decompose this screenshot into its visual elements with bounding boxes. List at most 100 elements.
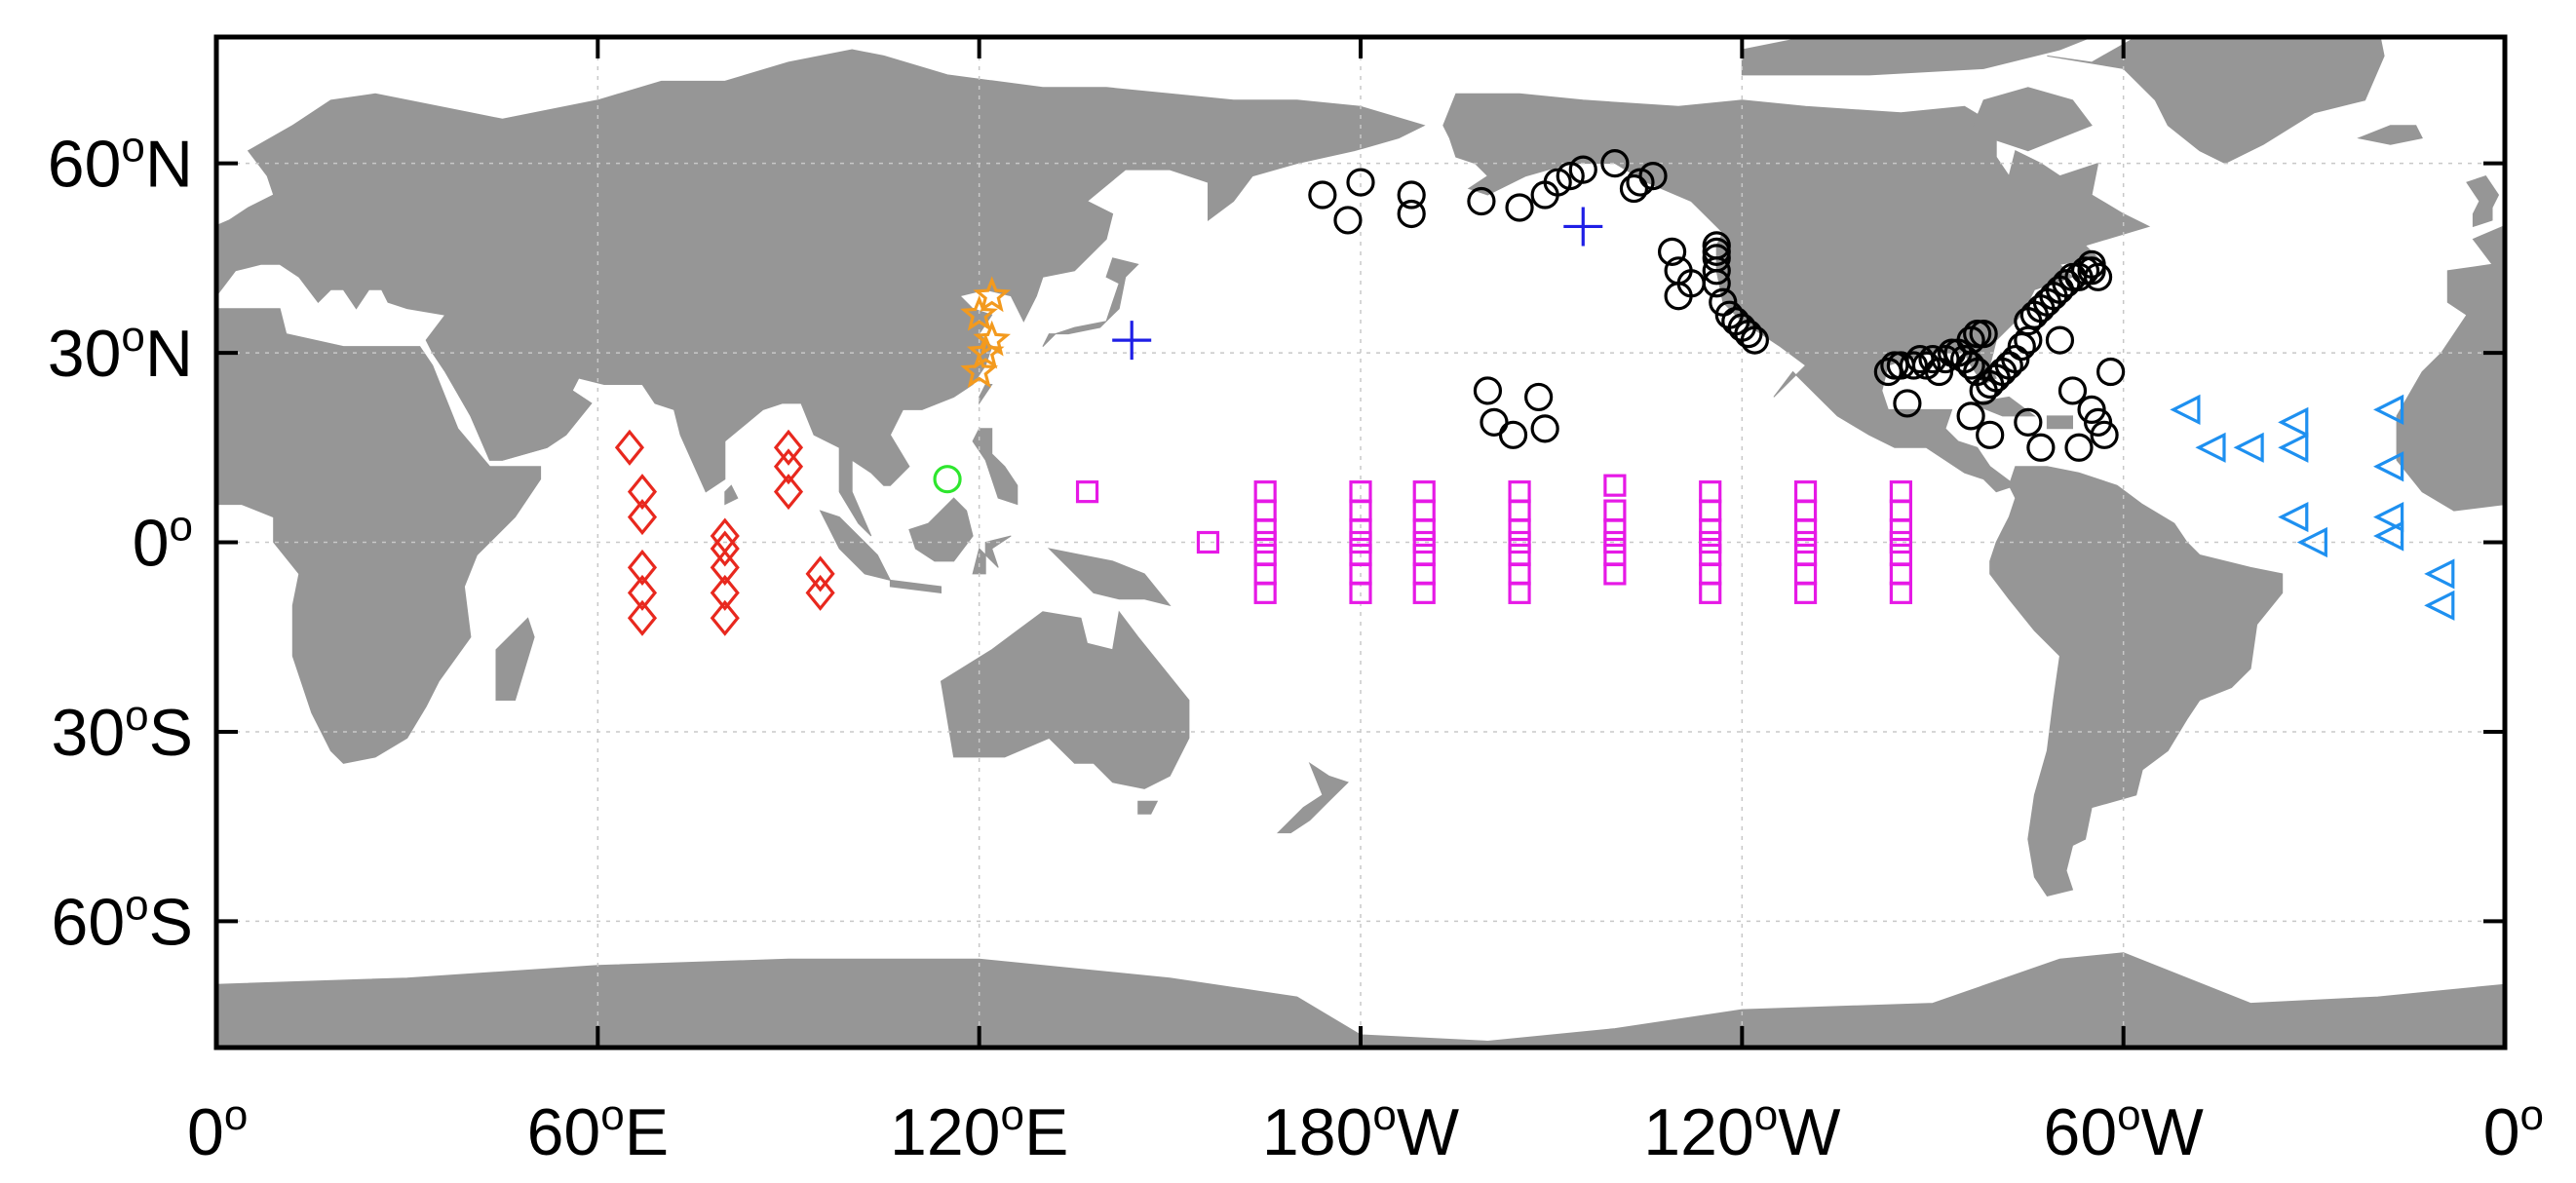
- circle-marker: [2057, 376, 2088, 405]
- circle-marker: [1899, 351, 1929, 380]
- circle-marker: [1308, 180, 1337, 210]
- tick-number: 0: [2483, 1095, 2520, 1169]
- diamond-marker: [710, 599, 740, 636]
- tick-number: 30: [48, 317, 122, 391]
- tick-number: 0: [187, 1095, 224, 1169]
- tick-number: 180: [1262, 1095, 1372, 1169]
- degree-symbol: o: [121, 124, 144, 172]
- degree-symbol: o: [125, 881, 148, 929]
- x-tick-label: 0o: [187, 1091, 248, 1169]
- hemisphere-letter: W: [1397, 1095, 1459, 1169]
- diamond-marker: [627, 599, 658, 636]
- degree-symbol: o: [1754, 1091, 1778, 1139]
- land-antarctica: [216, 952, 2505, 1048]
- square-marker: [1412, 581, 1436, 604]
- land-hispaniola: [2046, 415, 2073, 430]
- degree-symbol: o: [1372, 1091, 1396, 1139]
- triangle-marker: [2424, 558, 2455, 590]
- triangle-marker: [2424, 590, 2455, 621]
- y-tick-label: 30oN: [48, 313, 193, 391]
- square-marker: [1699, 517, 1722, 542]
- land-south-america: [1989, 466, 2284, 897]
- circle-marker: [1702, 256, 1731, 286]
- land-tasmania: [1137, 800, 1159, 815]
- tick-number: 60: [52, 885, 126, 959]
- square-marker: [1889, 530, 1912, 554]
- star-marker: [960, 294, 999, 331]
- axis-ticks: [214, 37, 2507, 1048]
- square-marker: [1603, 517, 1627, 542]
- diamond-marker: [614, 429, 645, 466]
- square-marker: [1412, 530, 1436, 554]
- land-africa: [216, 308, 542, 764]
- land-iceland: [2357, 125, 2423, 145]
- star-marker: [966, 332, 1005, 369]
- circle-marker: [1397, 180, 1426, 210]
- diamond-marker: [805, 555, 835, 592]
- land-new-guinea: [1047, 548, 1172, 607]
- circle-marker: [1734, 320, 1763, 349]
- circle-marker: [933, 465, 962, 494]
- triangle-marker: [2233, 432, 2264, 463]
- x-tick-label: 60oE: [527, 1091, 669, 1169]
- circle-marker: [1600, 149, 1630, 178]
- y-tick-label: 0o: [133, 503, 193, 581]
- hemisphere-letter: E: [1024, 1095, 1068, 1169]
- star-marker: [960, 352, 998, 389]
- land-philippines: [972, 428, 1019, 506]
- circle-marker: [1893, 389, 1922, 418]
- circle-marker: [2083, 262, 2113, 291]
- circle-marker: [1498, 420, 1528, 449]
- circle-marker: [1657, 237, 1687, 266]
- diamond-marker: [805, 574, 835, 611]
- square-marker: [1349, 581, 1372, 604]
- circle-marker: [1740, 325, 1769, 355]
- land-antarctica: [216, 983, 217, 1048]
- circle-marker: [1530, 414, 1559, 443]
- circle-marker: [1467, 186, 1496, 216]
- circle-marker: [2045, 325, 2075, 355]
- triangle-marker: [2195, 432, 2226, 463]
- x-tick-label: 120oW: [1643, 1091, 1840, 1169]
- square-marker: [1793, 581, 1818, 604]
- square-marker: [1793, 517, 1818, 542]
- tick-number: 60: [48, 128, 122, 202]
- grid-lines: [216, 37, 2505, 1048]
- hemisphere-letter: S: [149, 696, 193, 770]
- degree-symbol: o: [170, 503, 193, 551]
- square-marker: [1349, 530, 1372, 554]
- square-marker: [1603, 530, 1627, 554]
- diamond-marker: [773, 429, 804, 466]
- land-north-america: [1442, 93, 2151, 493]
- hemisphere-letter: W: [2141, 1095, 2204, 1169]
- triangle-marker: [2373, 501, 2404, 533]
- square-marker: [1196, 530, 1220, 554]
- degree-symbol: o: [600, 1091, 624, 1139]
- triangle-marker: [2278, 501, 2309, 533]
- circle-marker: [2077, 256, 2106, 286]
- degree-symbol: o: [2117, 1091, 2140, 1139]
- plus-marker: [1563, 207, 1603, 247]
- degree-symbol: o: [224, 1091, 248, 1139]
- x-tick-label: 60oW: [2044, 1091, 2204, 1169]
- land-africa: [2396, 308, 2505, 512]
- degree-symbol: o: [1000, 1091, 1023, 1139]
- triangle-marker: [2278, 406, 2309, 438]
- square-marker: [1412, 517, 1436, 542]
- square-marker: [1603, 474, 1627, 497]
- star-marker: [973, 276, 1012, 313]
- diamond-marker: [710, 574, 740, 611]
- triangle-marker: [2278, 432, 2309, 463]
- degree-symbol: o: [2520, 1091, 2544, 1139]
- hemisphere-letter: E: [625, 1095, 669, 1169]
- land-antarctica: [2504, 983, 2505, 1048]
- diamond-marker: [627, 549, 658, 586]
- circle-marker: [1969, 320, 1998, 349]
- diamond-marker: [773, 474, 804, 511]
- square-marker: [1699, 530, 1722, 554]
- station-markers: [614, 149, 2455, 636]
- square-marker: [1603, 562, 1627, 586]
- land-sulawesi: [972, 535, 1012, 575]
- square-marker: [1508, 517, 1531, 542]
